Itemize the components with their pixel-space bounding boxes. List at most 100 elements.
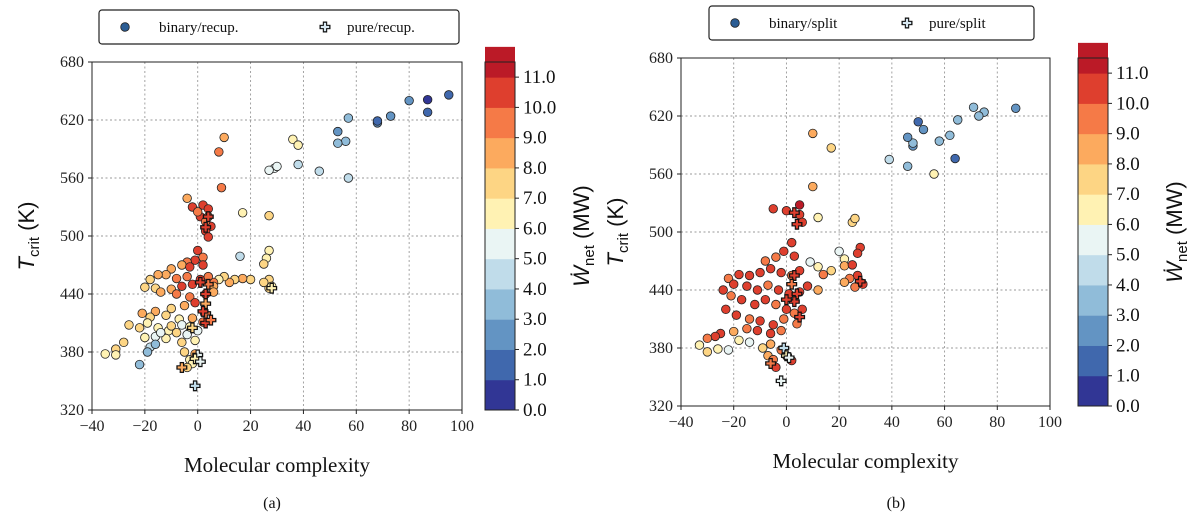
data-point-binary	[765, 339, 776, 349]
x-tick-label: 20	[243, 418, 259, 435]
data-point-binary	[177, 260, 187, 270]
data-point-binary	[729, 279, 739, 289]
x-tick-label: −40	[668, 414, 693, 431]
data-point-binary	[818, 269, 829, 280]
data-point-binary	[913, 117, 923, 127]
y-tick-label: 680	[649, 50, 673, 67]
x-tick-label: −20	[132, 418, 157, 435]
plus-marker-fill-v	[199, 278, 202, 287]
data-point-binary	[802, 281, 813, 291]
data-point-binary	[264, 245, 274, 256]
colorbar-label-symbol: Ẇ	[1162, 260, 1187, 283]
data-point-binary	[119, 337, 129, 348]
plus-marker-fill-v	[204, 318, 207, 328]
data-point-binary	[760, 294, 771, 305]
data-point-binary	[744, 337, 755, 347]
colorbar-segment	[485, 288, 515, 320]
axes: −40 −20 0 20 40 60 80 100 320 380 440 500 560 620 680 M…	[603, 50, 1062, 473]
data-point-binary	[734, 269, 744, 280]
plus-marker-fill-v	[793, 297, 796, 306]
colorbar-segment	[1078, 73, 1108, 104]
colorbar-tick-label: 8.0	[523, 158, 547, 179]
colorbar-segment	[485, 198, 515, 229]
data-point-binary	[156, 327, 166, 338]
plus-marker-fill-v	[180, 363, 183, 372]
data-point-binary	[171, 327, 182, 338]
data-point-binary	[193, 245, 203, 256]
plus-marker-fill-v	[905, 18, 909, 28]
y-tick-label: 320	[649, 398, 673, 415]
data-point-binary	[177, 320, 187, 330]
data-point-binary	[237, 208, 248, 218]
colorbar-segment	[1078, 163, 1108, 195]
x-tick-label: 0	[782, 414, 790, 431]
data-point-binary	[272, 161, 282, 172]
data-point-pure	[202, 278, 214, 290]
data-point-binary	[150, 339, 161, 349]
legend-marker-plus	[901, 17, 913, 29]
data-point-binary	[343, 173, 354, 183]
legend-frame	[98, 9, 460, 45]
y-tick-label: 500	[649, 224, 673, 241]
colorbar-segment	[485, 349, 515, 381]
data-point-binary	[185, 262, 195, 272]
colorbar-segment	[1078, 133, 1108, 165]
data-point-binary	[422, 94, 433, 105]
plus-marker-fill-v	[787, 353, 791, 362]
x-tick-label: 0	[194, 418, 202, 435]
gridlines	[92, 62, 462, 410]
x-tick-label: 80	[401, 418, 417, 435]
plus-marker-fill-v	[795, 220, 799, 229]
legend: binary/split pure/split	[708, 5, 1035, 41]
data-point-binary	[444, 90, 454, 100]
data-point-binary	[773, 285, 784, 295]
data-point-binary	[731, 310, 742, 320]
colorbar-tick-label: 10.0	[1116, 93, 1149, 114]
plus-marker-fill-v	[204, 299, 207, 308]
colorbar-tick-label: 3.0	[1116, 305, 1140, 326]
data-point-binary	[288, 134, 298, 145]
legend-label-binary: binary/split	[769, 16, 838, 32]
colorbar-segment	[1078, 224, 1108, 256]
legend-marker-circle	[730, 18, 740, 28]
axes: −40 −20 0 20 40 60 80 100 320 380 440 500 560 620 680 M…	[14, 54, 474, 477]
colorbar-label-subscript: net	[581, 244, 598, 266]
data-point-pure	[200, 298, 212, 310]
data-point-binary	[794, 200, 805, 210]
data-point-binary	[850, 282, 860, 292]
plus-marker-fill-v	[193, 381, 197, 391]
data-point-binary	[264, 210, 274, 221]
plus-marker-fill-v	[270, 284, 273, 293]
data-point-binary	[177, 337, 187, 348]
data-point-binary	[718, 285, 728, 295]
data-point-binary	[813, 285, 823, 295]
subfigure-label: (b)	[887, 495, 906, 512]
data-point-binary	[826, 143, 836, 153]
colorbar-segment	[485, 228, 515, 260]
data-point-binary	[884, 154, 894, 165]
data-point-binary	[137, 308, 147, 319]
data-point-binary	[185, 292, 195, 302]
data-point-binary	[779, 246, 789, 257]
data-point-pure	[202, 211, 214, 223]
data-point-binary	[813, 262, 823, 272]
data-point-binary	[264, 165, 274, 175]
data-point-binary	[333, 138, 343, 148]
x-tick-label: 20	[831, 414, 847, 431]
data-point-pure	[200, 288, 212, 300]
legend-frame	[708, 5, 1035, 41]
data-points	[100, 90, 454, 392]
data-point-binary	[755, 267, 765, 278]
plus-marker-fill-v	[859, 277, 862, 286]
legend-marker-circle	[120, 22, 130, 32]
colorbar: 0.0 1.0 2.0 3.0 4.0 5.0 6.0 7.0 8.0 9.0 10.0 11.0 Ẇn…	[1077, 42, 1191, 417]
data-point-binary	[193, 207, 203, 217]
data-points	[694, 102, 1021, 387]
legend-label-pure: pure/split	[929, 16, 986, 32]
data-point-binary	[839, 277, 850, 287]
data-point-binary	[776, 267, 786, 278]
colorbar-tick-label: 5.0	[523, 249, 547, 270]
data-point-binary	[755, 316, 765, 326]
data-point-pure	[791, 288, 803, 300]
data-point-binary	[826, 265, 836, 276]
